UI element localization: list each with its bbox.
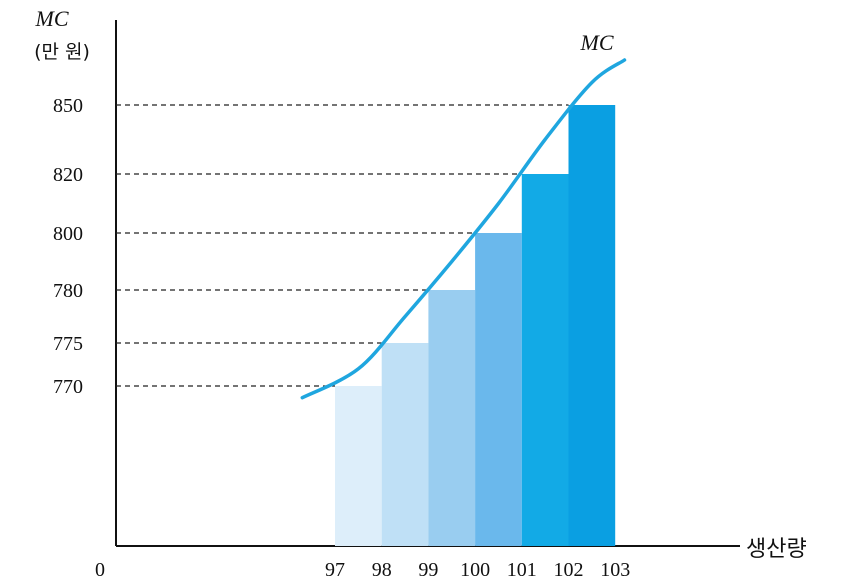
mc-curve-label: MC <box>580 30 614 55</box>
x-tick-labels: 97 98 99 100 101 102 103 <box>325 559 630 580</box>
origin-label: 0 <box>95 559 105 580</box>
bar-97-98 <box>335 386 382 546</box>
bar-101-102 <box>521 174 569 546</box>
x-axis-title: 생산량 <box>746 537 807 562</box>
x-tick-label-101: 101 <box>507 559 537 580</box>
y-axis-title: MC <box>35 6 69 31</box>
mc-curve <box>300 58 627 400</box>
y-tick-label-780: 780 <box>53 280 83 302</box>
bar-100-101 <box>475 233 522 546</box>
x-tick-label-97: 97 <box>325 559 345 580</box>
y-tick-labels: 770 775 780 800 820 850 <box>53 95 83 398</box>
bar-98-99 <box>381 343 429 546</box>
y-axis-unit: (만 원) <box>34 41 90 63</box>
x-tick-label-100: 100 <box>460 559 490 580</box>
y-tick-label-850: 850 <box>53 95 83 117</box>
guide-lines <box>116 104 569 387</box>
y-tick-label-800: 800 <box>53 223 83 245</box>
x-tick-label-98: 98 <box>372 559 392 580</box>
y-tick-label-775: 775 <box>53 333 83 355</box>
bar-99-100 <box>428 290 476 546</box>
x-tick-label-102: 102 <box>554 559 584 580</box>
bar-102-103 <box>568 105 616 546</box>
x-tick-label-103: 103 <box>600 559 630 580</box>
y-tick-label-770: 770 <box>53 376 83 398</box>
mc-curve-layer <box>300 58 627 400</box>
x-tick-label-99: 99 <box>418 559 438 580</box>
y-tick-label-820: 820 <box>53 164 83 186</box>
bars <box>335 105 616 546</box>
